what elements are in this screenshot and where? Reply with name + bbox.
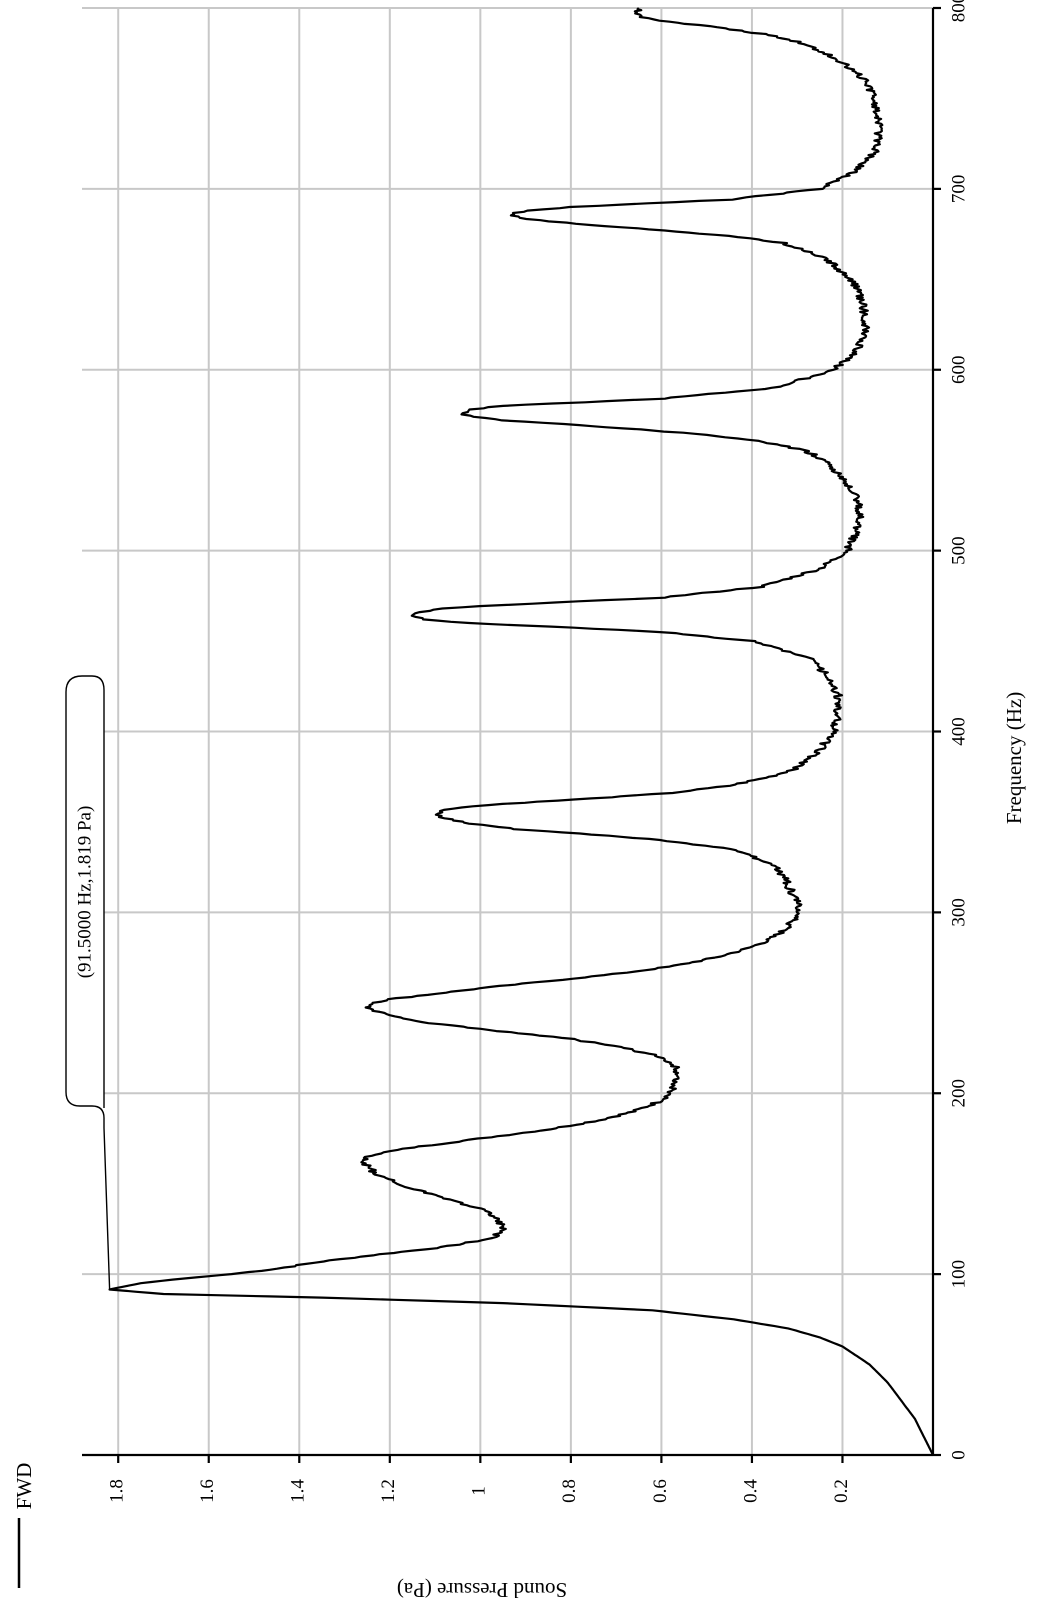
tick-label-y-1.2: 1.2 xyxy=(378,1479,399,1503)
tick-label-x-300: 300 xyxy=(948,898,969,927)
tick-label-x-800: 800 xyxy=(948,0,969,22)
series-fwd xyxy=(108,7,934,1456)
tick-label-x-500: 500 xyxy=(948,536,969,565)
tick-label-x-200: 200 xyxy=(948,1079,969,1108)
series-line-fwd xyxy=(108,7,934,1456)
legend: FWD xyxy=(12,1463,36,1588)
x-axis-title: Frequency (Hz) xyxy=(1002,692,1026,824)
tick-label-y-1.8: 1.8 xyxy=(107,1479,128,1503)
tick-label-y-0.2: 0.2 xyxy=(831,1479,852,1503)
tick-label-x-0: 0 xyxy=(948,1450,969,1460)
tick-label-x-400: 400 xyxy=(948,717,969,746)
axes xyxy=(82,6,941,1463)
annotation-label: (91.5000 Hz,1.819 Pa) xyxy=(74,806,95,979)
tick-labels: 0 100 200 300 400 500 600 700 800 0.2 0.4 0.6 0.8 1 1.… xyxy=(107,0,970,1503)
annotation-callout-box xyxy=(65,675,111,1290)
tick-label-x-700: 700 xyxy=(948,175,969,204)
tick-label-x-100: 100 xyxy=(948,1260,969,1289)
y-axis-title: Sound Pressure (Pa) xyxy=(397,1578,567,1602)
tick-label-y-0.8: 0.8 xyxy=(559,1479,580,1503)
peak-annotation: (91.5000 Hz,1.819 Pa) xyxy=(65,675,111,1290)
tick-label-x-600: 600 xyxy=(948,356,969,385)
legend-label-fwd: FWD xyxy=(12,1463,36,1510)
tick-label-y-1.4: 1.4 xyxy=(288,1479,309,1503)
tick-label-y-1.6: 1.6 xyxy=(197,1479,218,1503)
tick-label-y-0.4: 0.4 xyxy=(740,1479,761,1503)
tick-label-y-1: 1 xyxy=(469,1486,490,1496)
tick-label-y-0.6: 0.6 xyxy=(650,1479,671,1503)
grid-lines xyxy=(82,7,933,1455)
